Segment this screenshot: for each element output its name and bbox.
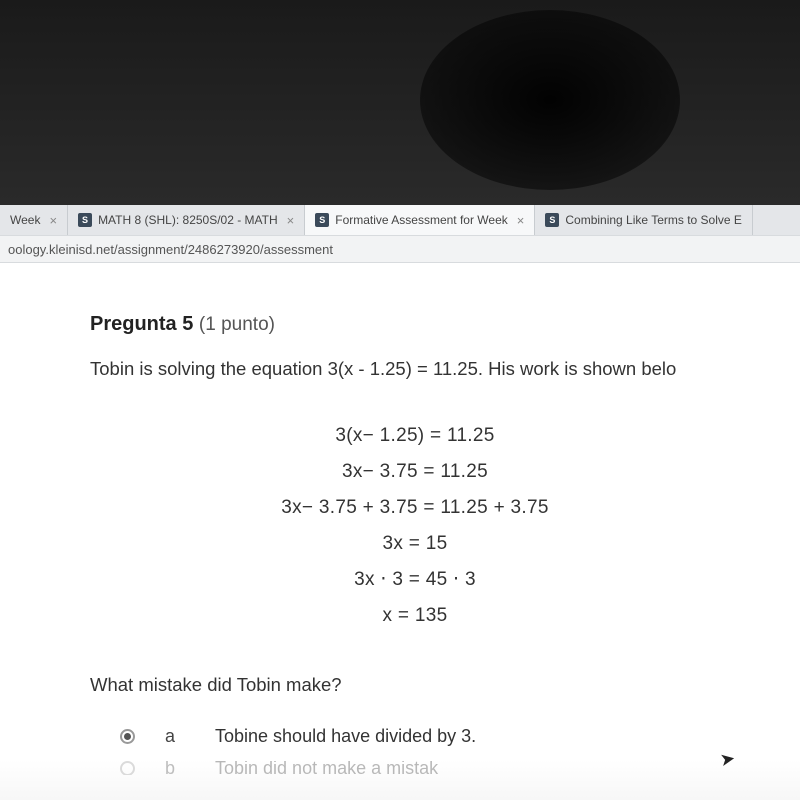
- tab-math8[interactable]: S MATH 8 (SHL): 8250S/02 - MATH ×: [68, 205, 305, 235]
- tab-week[interactable]: Week ×: [0, 205, 68, 235]
- answer-text: Tobin did not make a mistak: [215, 761, 438, 775]
- url-text: oology.kleinisd.net/assignment/248627392…: [8, 242, 333, 257]
- tab-label: Formative Assessment for Week: [335, 213, 508, 227]
- tab-label: Week: [10, 213, 40, 227]
- question-prompt: Tobin is solving the equation 3(x - 1.25…: [90, 356, 740, 383]
- close-icon[interactable]: ×: [517, 213, 525, 228]
- answer-text: Tobine should have divided by 3.: [215, 726, 476, 747]
- work-line: x = 135: [90, 598, 740, 634]
- page-content: Pregunta 5 (1 punto) Tobin is solving th…: [0, 263, 800, 775]
- work-line: 3x− 3.75 + 3.75 = 11.25 + 3.75: [90, 490, 740, 526]
- address-bar[interactable]: oology.kleinisd.net/assignment/248627392…: [0, 235, 800, 263]
- followup-question: What mistake did Tobin make?: [90, 674, 740, 696]
- close-icon[interactable]: ×: [49, 213, 57, 228]
- radio-icon[interactable]: [120, 761, 135, 775]
- browser-tab-strip: Week × S MATH 8 (SHL): 8250S/02 - MATH ×…: [0, 205, 800, 235]
- work-line: 3(x− 1.25) = 11.25: [90, 418, 740, 454]
- student-work: 3(x− 1.25) = 11.25 3x− 3.75 = 11.25 3x− …: [90, 418, 740, 635]
- tab-combining-like-terms[interactable]: S Combining Like Terms to Solve E: [535, 205, 753, 235]
- answer-option-b[interactable]: b Tobin did not make a mistak: [90, 761, 740, 775]
- radio-icon[interactable]: [120, 729, 135, 744]
- answer-letter: b: [165, 761, 185, 775]
- answer-letter: a: [165, 726, 185, 747]
- schoology-icon: S: [315, 213, 329, 227]
- work-line: 3x− 3.75 = 11.25: [90, 454, 740, 490]
- tab-label: Combining Like Terms to Solve E: [565, 213, 742, 227]
- answer-option-a[interactable]: a Tobine should have divided by 3.: [90, 726, 740, 747]
- tab-formative-assessment[interactable]: S Formative Assessment for Week ×: [305, 205, 535, 235]
- question-number: Pregunta 5: [90, 313, 193, 335]
- close-icon[interactable]: ×: [287, 213, 295, 228]
- question-points: (1 punto): [199, 314, 275, 335]
- laptop-screen: Week × S MATH 8 (SHL): 8250S/02 - MATH ×…: [0, 205, 800, 800]
- work-line: 3x = 15: [90, 526, 740, 562]
- cursor-icon: ➤: [718, 748, 737, 771]
- work-line: 3x ⋅ 3 = 45 ⋅ 3: [90, 562, 740, 598]
- schoology-icon: S: [545, 213, 559, 227]
- schoology-icon: S: [78, 213, 92, 227]
- question-header: Pregunta 5 (1 punto): [90, 313, 740, 336]
- tab-label: MATH 8 (SHL): 8250S/02 - MATH: [98, 213, 278, 227]
- camera-dark-area: [0, 0, 800, 205]
